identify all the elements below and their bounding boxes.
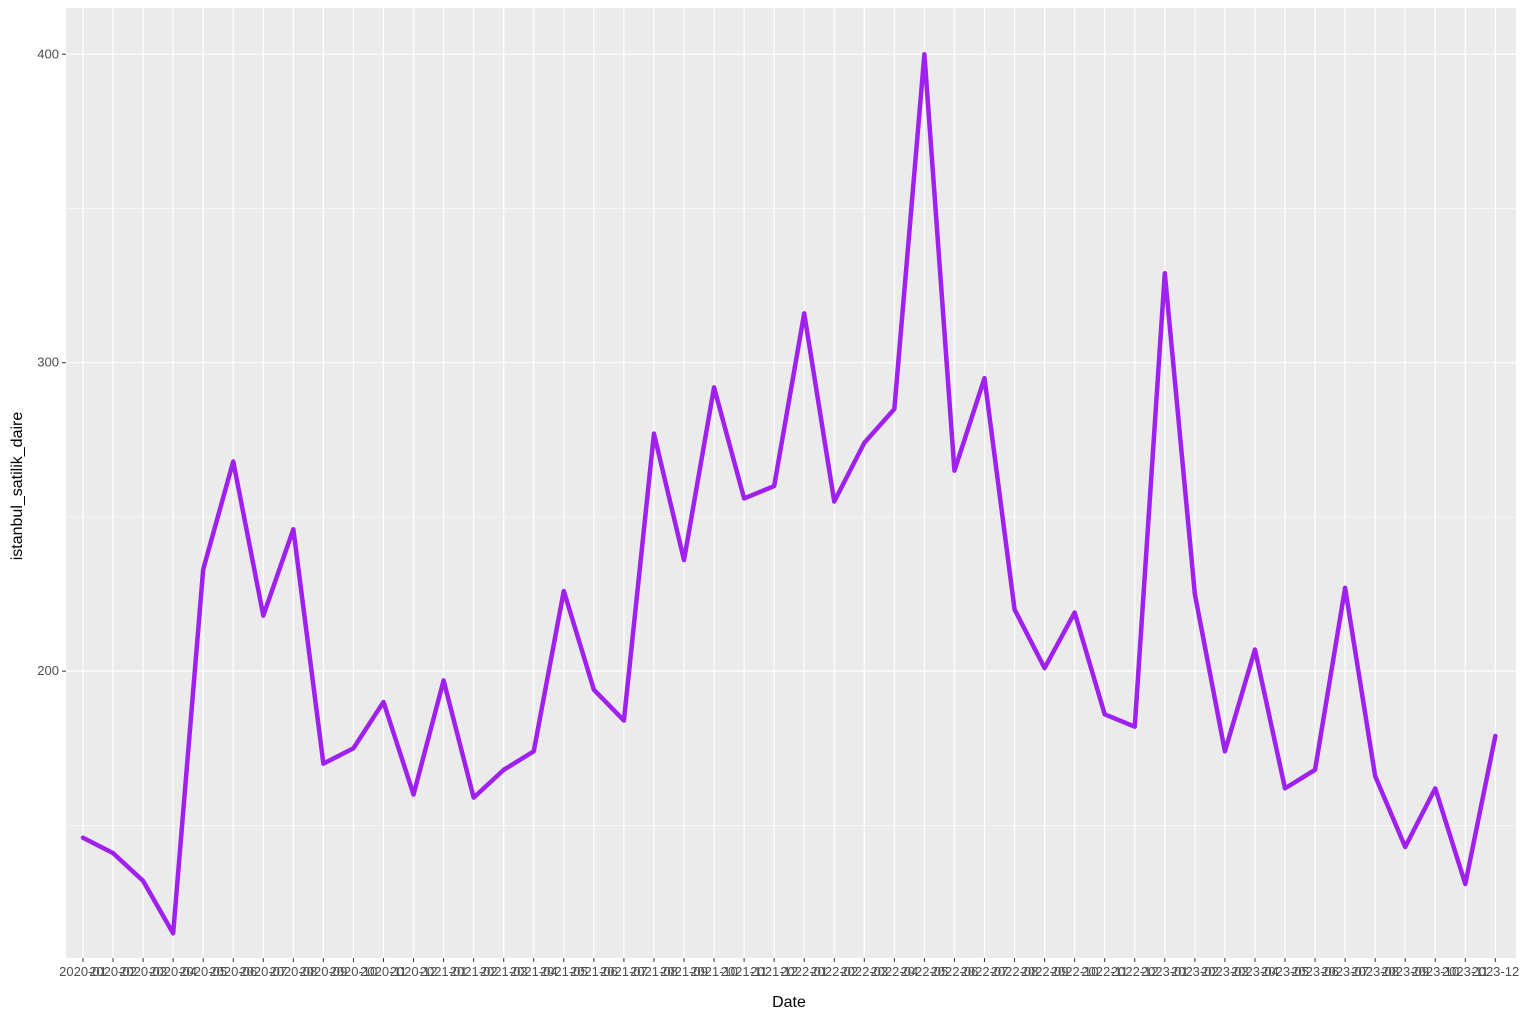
x-tick-label: 2021-07 — [600, 964, 648, 979]
x-tick-label: 2021-11 — [721, 964, 768, 979]
y-tick-label: 400 — [37, 46, 59, 61]
x-tick-label: 2020-05 — [179, 964, 227, 979]
x-tick-label: 2022-11 — [1081, 964, 1128, 979]
x-tick-label: 2022-06 — [931, 964, 979, 979]
x-tick-label: 2023-04 — [1231, 964, 1279, 979]
x-tick-label: 2021-06 — [570, 964, 618, 979]
x-tick-label: 2023-05 — [1261, 964, 1309, 979]
x-tick-label: 2023-09 — [1381, 964, 1429, 979]
x-tick-label: 2020-12 — [390, 964, 438, 979]
x-tick-label: 2021-02 — [450, 964, 498, 979]
x-tick-label: 2022-03 — [840, 964, 888, 979]
x-tick-label: 2020-07 — [239, 964, 287, 979]
x-tick-label: 2022-01 — [780, 964, 828, 979]
x-tick-label: 2023-03 — [1201, 964, 1249, 979]
y-axis-title: istanbul_satilik_daire — [9, 412, 26, 561]
x-tick-label: 2021-12 — [750, 964, 798, 979]
x-tick-label: 2020-03 — [119, 964, 167, 979]
x-tick-label: 2020-06 — [209, 964, 257, 979]
x-tick-label: 2020-02 — [89, 964, 137, 979]
x-tick-label: 2022-08 — [991, 964, 1039, 979]
x-tick-label: 2020-09 — [300, 964, 348, 979]
x-tick-label: 2023-10 — [1411, 964, 1459, 979]
x-tick-label: 2022-12 — [1111, 964, 1159, 979]
plot-panel — [66, 8, 1516, 958]
x-tick-label: 2022-05 — [901, 964, 949, 979]
x-tick-label: 2022-07 — [961, 964, 1009, 979]
x-tick-label: 2022-10 — [1051, 964, 1099, 979]
x-tick-label: 2021-01 — [420, 964, 468, 979]
major-gridlines — [66, 8, 1516, 958]
x-axis: 2020-012020-022020-032020-042020-052020-… — [59, 958, 1519, 979]
x-tick-label: 2021-03 — [480, 964, 528, 979]
x-tick-label: 2020-08 — [269, 964, 317, 979]
x-tick-label: 2023-08 — [1351, 964, 1399, 979]
x-tick-label: 2021-05 — [540, 964, 588, 979]
x-tick-label: 2020-10 — [330, 964, 378, 979]
x-tick-label: 2022-04 — [870, 964, 918, 979]
x-tick-label: 2021-10 — [690, 964, 738, 979]
x-tick-label: 2022-02 — [810, 964, 858, 979]
x-tick-label: 2021-04 — [510, 964, 558, 979]
series-line — [80, 52, 1498, 936]
y-tick-label: 300 — [37, 355, 59, 370]
x-axis-title: Date — [772, 994, 806, 1011]
x-tick-label: 2023-06 — [1291, 964, 1339, 979]
y-tick-label: 200 — [37, 663, 59, 678]
x-tick-label: 2020-01 — [59, 964, 107, 979]
y-axis: 200 300 400 — [37, 46, 66, 678]
x-tick-label: 2021-09 — [660, 964, 708, 979]
x-tick-label: 2023-12 — [1471, 964, 1519, 979]
x-tick-label: 2022-09 — [1021, 964, 1069, 979]
x-tick-label: 2020-04 — [149, 964, 197, 979]
x-tick-label: 2023-11 — [1442, 964, 1489, 979]
minor-gridlines — [66, 208, 1516, 826]
x-tick-label: 2020-11 — [360, 964, 407, 979]
x-tick-label: 2023-02 — [1171, 964, 1219, 979]
series-layer — [80, 52, 1498, 936]
x-tick-label: 2023-01 — [1141, 964, 1189, 979]
x-tick-label: 2023-07 — [1321, 964, 1369, 979]
x-tick-label: 2021-08 — [630, 964, 678, 979]
